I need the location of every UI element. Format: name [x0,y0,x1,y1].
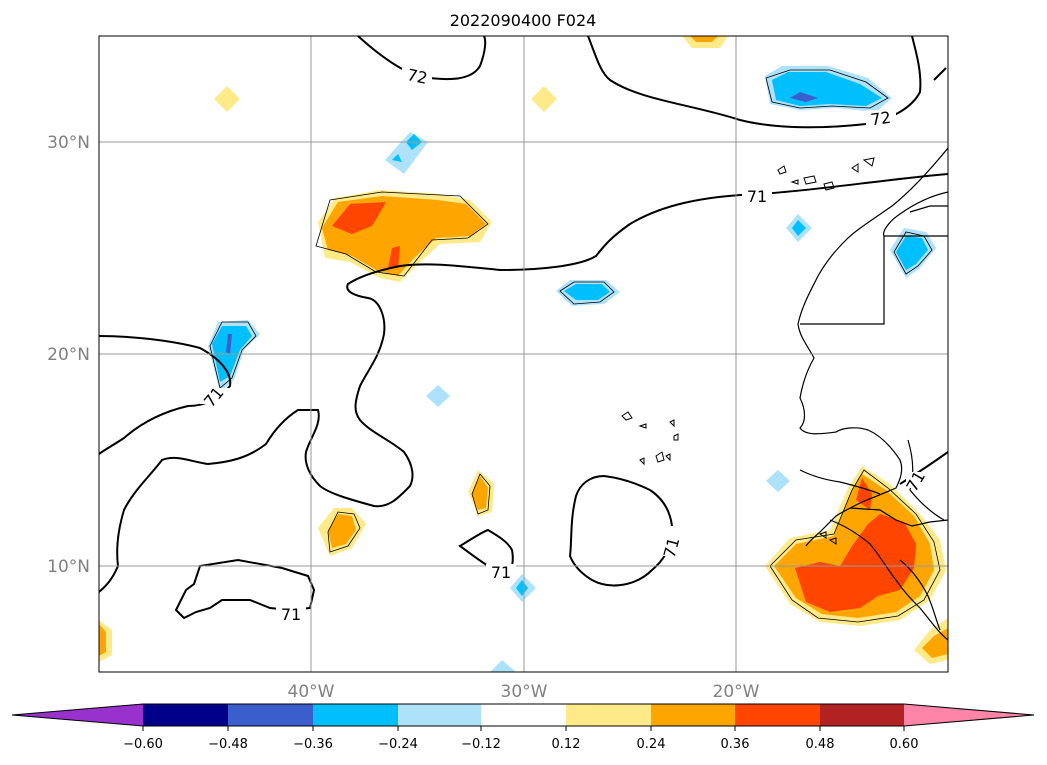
colorbar-tick-label: 0.36 [721,737,750,752]
contour-72-north [357,36,487,81]
positive-anomaly-patch [332,202,386,234]
positive-anomaly-patch [922,628,948,658]
colorbar-tick-label: −0.12 [461,737,501,752]
colorbar-extend-high [904,704,1034,726]
lon-label-20w: 20°W [713,682,760,702]
negative-anomaly-patch [564,284,610,300]
colorbar-tick-label: 0.60 [890,737,919,752]
negative-anomaly-patch [896,236,928,270]
colorbar-tick-label: −0.24 [378,737,418,752]
cape-verde-island [639,457,645,466]
colorbar-tick-label: 0.48 [806,737,835,752]
gridlines [99,36,948,672]
coastlines [797,147,948,641]
colorbar-tick-label: 0.24 [637,737,666,752]
madeira-island [777,165,787,175]
contour-label: 71 [491,563,511,582]
cape-verde-island [638,423,647,429]
colorbar-tick-label: −0.48 [208,737,248,752]
cape-verde-island [673,433,679,441]
contour-label: 71 [281,605,301,624]
cape-verde-island [665,453,671,462]
guinea-border [849,507,948,527]
senegal-border [799,469,881,495]
canary-island [851,163,859,173]
colorbar-segment [820,704,904,726]
negative-anomaly-patch [792,220,806,236]
canary-island [803,175,817,185]
lat-label-30n: 30°N [47,133,90,153]
contour-label: 71 [660,535,684,560]
colorbar-segment [651,704,735,726]
ivory-coast-border [899,559,941,631]
canary-island [790,179,799,185]
negative-anomaly-patch [226,334,232,354]
colorbar-segment [228,704,313,726]
anomaly-outlines [209,69,941,623]
lat-label-10n: 10°N [47,557,90,577]
contour-east-edge [933,67,947,81]
morocco-inland [883,191,948,237]
africa-coast [797,147,948,547]
positive-anomaly-patch [531,86,557,112]
contour-label: 72 [869,108,892,130]
africa-coast-south [829,519,948,641]
colorbar-tick-label: −0.36 [293,737,333,752]
cape-verde-island [669,419,675,428]
positive-anomaly-patch [472,476,488,510]
mali-border [907,439,945,521]
lon-label-30w: 30°W [501,682,548,702]
islands [621,157,875,545]
positive-anomaly-patch [99,624,106,656]
bijagos-island [828,537,837,545]
contour-72-northeast [587,36,922,129]
positive-anomaly-patch [328,514,356,548]
western-sahara-border [800,235,948,325]
colorbar: −0.60 −0.48 −0.36 −0.24 −0.12 0.12 0.24 … [11,703,1035,752]
contour-label: 72 [405,65,429,88]
map-title: 2022090400 F024 [450,11,597,30]
negative-anomaly-patch [790,92,818,102]
negative-anomaly-patch [392,154,402,162]
plot-content [99,36,948,672]
negative-anomaly-patch [766,470,790,492]
positive-anomaly-patch [795,514,916,612]
positive-anomaly-patch [856,478,872,510]
colorbar-segment [143,704,228,726]
positive-anomaly-patch [690,36,718,42]
contour-label: 71 [747,187,767,206]
negative-anomaly-patch [490,660,516,672]
colorbar-segment [398,704,481,726]
negative-anomaly-patch [516,580,528,596]
contour-71-east-loop [568,474,673,587]
contour-71-southeast [899,451,948,485]
canary-island [823,181,835,191]
cape-verde-island [621,411,633,421]
colorbar-segment [481,704,566,726]
cape-verde-island [655,451,665,463]
colorbar-extend-low [12,704,143,726]
lon-label-40w: 40°W [288,682,335,702]
colorbar-segment [566,704,651,726]
bijagos-island [818,531,827,539]
positive-anomaly-patch [388,246,400,268]
colorbar-segment [735,704,820,726]
lat-label-20n: 20°N [47,345,90,365]
colorbar-tick-label: −0.60 [123,737,163,752]
mauritania-border [909,205,948,213]
contour-71-main [99,173,948,593]
negative-anomaly-patch [426,385,450,407]
filled-contours [99,36,948,672]
contour-71-southwest-loop [174,558,316,620]
canary-island [862,157,875,167]
colorbar-segment [313,704,398,726]
plot-frame [98,35,949,673]
positive-anomaly-patch [214,86,240,112]
colorbar-tick-label: 0.12 [552,737,581,752]
